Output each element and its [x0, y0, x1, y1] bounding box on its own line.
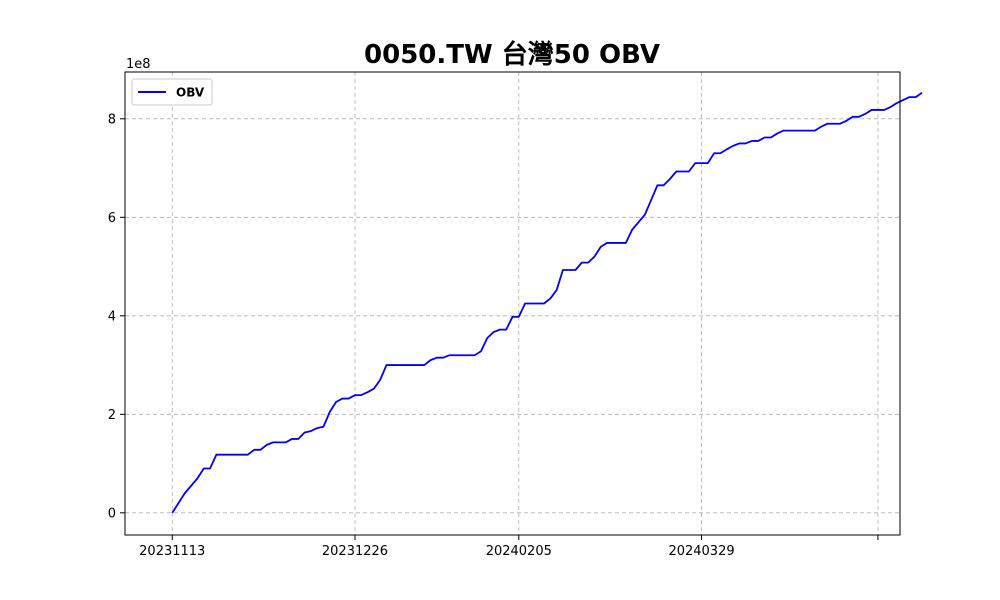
y-tick-label: 8 [108, 112, 116, 127]
legend: OBV [131, 78, 213, 106]
y-tick-label: 2 [108, 408, 116, 423]
y-tick-label: 4 [108, 309, 116, 324]
x-axis: 20231113 20231226 20240205 20240329 [139, 535, 879, 559]
x-tick-label: 20240329 [668, 544, 734, 559]
x-tick-label: 20240205 [486, 544, 552, 559]
legend-label-obv: OBV [176, 86, 205, 100]
chart-title: 0050.TW 台灣50 OBV [364, 39, 660, 70]
series-layer [171, 91, 923, 514]
y-tick-label: 0 [108, 506, 116, 521]
y-axis: 0 2 4 6 8 [108, 112, 125, 521]
x-tick-label: 20231113 [139, 544, 205, 559]
series-line-obv [171, 91, 923, 514]
y-axis-offset-label: 1e8 [126, 57, 151, 72]
grid-layer [125, 72, 900, 535]
x-tick-label: 20231226 [322, 544, 388, 559]
legend-box [131, 78, 213, 106]
y-tick-label: 6 [108, 211, 116, 226]
plot-frame [124, 71, 901, 536]
